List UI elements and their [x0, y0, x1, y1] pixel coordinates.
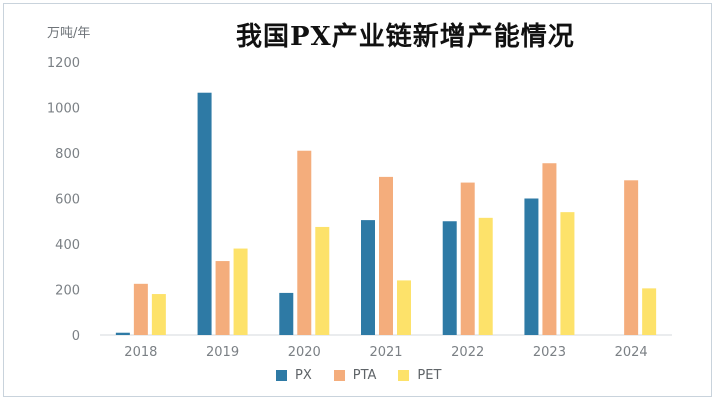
- y-tick-label: 400: [55, 238, 80, 253]
- y-tick-label: 0: [72, 329, 80, 344]
- bar-pta-2022: [460, 182, 475, 335]
- bar-px-2022: [442, 221, 457, 335]
- legend-swatch-px: [276, 370, 287, 381]
- bar-pet-2020: [315, 226, 330, 335]
- y-tick-label: 200: [55, 284, 80, 299]
- bar-pta-2019: [215, 261, 230, 335]
- legend-label-pet: PET: [417, 368, 442, 383]
- bar-px-2020: [279, 292, 294, 335]
- x-tick-label-2022: 2022: [451, 345, 484, 360]
- legend-label-px: PX: [295, 368, 312, 383]
- x-tick-label-2020: 2020: [288, 345, 321, 360]
- bar-px-2023: [524, 198, 539, 335]
- bar-pet-2022: [478, 217, 493, 335]
- bar-pta-2024: [624, 180, 639, 335]
- legend-item-pta: PTA: [333, 368, 377, 383]
- x-tick-label-2021: 2021: [369, 345, 402, 360]
- bar-pet-2024: [642, 288, 657, 335]
- y-tick-label: 1200: [47, 56, 80, 71]
- y-tick-label: 800: [55, 147, 80, 162]
- bar-pta-2018: [133, 283, 148, 335]
- legend-swatch-pta: [333, 370, 345, 381]
- legend-item-px: PX: [276, 368, 312, 383]
- legend-swatch-pet: [398, 370, 410, 381]
- x-tick-label-2024: 2024: [615, 345, 648, 360]
- bar-pet-2021: [397, 280, 411, 335]
- x-tick-label-2019: 2019: [206, 345, 239, 360]
- bar-pet-2019: [233, 248, 248, 335]
- bar-px-2018: [115, 332, 130, 335]
- x-tick-label-2023: 2023: [533, 345, 566, 360]
- bar-pet-2018: [151, 294, 166, 335]
- chart-frame: [3, 3, 712, 397]
- y-tick-label: 600: [55, 193, 80, 208]
- bar-px-2019: [197, 92, 212, 336]
- bar-pta-2023: [542, 163, 557, 335]
- legend-label-pta: PTA: [352, 368, 377, 383]
- legend: PX PTA PET: [276, 368, 441, 383]
- legend-item-pet: PET: [398, 368, 441, 383]
- bar-px-2021: [361, 220, 375, 335]
- bar-pet-2023: [560, 212, 575, 335]
- chart-title: 我国PX产业链新增产能情况: [236, 22, 575, 52]
- x-tick-label-2018: 2018: [124, 345, 157, 360]
- bar-pta-2020: [297, 150, 312, 335]
- y-axis-unit-label: 万吨/年: [47, 26, 91, 41]
- y-tick-label: 1000: [47, 102, 80, 117]
- bar-pta-2021: [379, 176, 393, 335]
